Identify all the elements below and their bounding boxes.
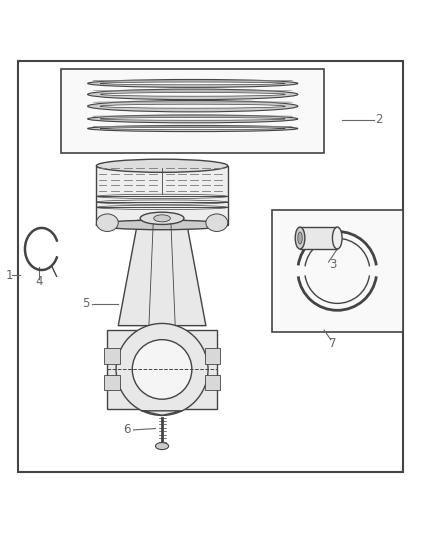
Text: 2: 2 (375, 114, 383, 126)
Bar (104, 349, 120, 364)
Ellipse shape (100, 117, 285, 120)
Bar (107, 330, 217, 408)
Bar (300, 227, 337, 249)
Polygon shape (142, 411, 182, 415)
Circle shape (132, 340, 192, 399)
Ellipse shape (100, 127, 285, 130)
Ellipse shape (206, 214, 228, 231)
Text: 3: 3 (329, 258, 336, 271)
Ellipse shape (155, 442, 169, 449)
Ellipse shape (88, 79, 298, 87)
Ellipse shape (96, 159, 228, 172)
Text: 7: 7 (329, 337, 337, 350)
Ellipse shape (154, 215, 170, 222)
Bar (61, 69, 324, 152)
Bar (104, 375, 120, 391)
Ellipse shape (100, 93, 285, 96)
Ellipse shape (88, 115, 298, 123)
Bar (96, 166, 228, 225)
Ellipse shape (100, 104, 285, 108)
Circle shape (116, 324, 208, 415)
Ellipse shape (295, 227, 305, 249)
Ellipse shape (332, 227, 342, 249)
Bar (272, 209, 403, 332)
Text: 4: 4 (35, 276, 43, 288)
Text: 6: 6 (123, 423, 131, 437)
Ellipse shape (88, 89, 298, 100)
Bar (205, 349, 220, 364)
Ellipse shape (140, 212, 184, 224)
Ellipse shape (88, 125, 298, 132)
Polygon shape (118, 221, 206, 326)
Text: 5: 5 (82, 297, 89, 310)
Ellipse shape (100, 82, 285, 85)
Ellipse shape (298, 232, 302, 244)
Ellipse shape (88, 101, 298, 112)
Bar (18, 61, 403, 472)
Ellipse shape (96, 214, 118, 231)
Ellipse shape (96, 220, 228, 230)
Text: 1: 1 (6, 269, 14, 282)
Bar (205, 375, 220, 391)
